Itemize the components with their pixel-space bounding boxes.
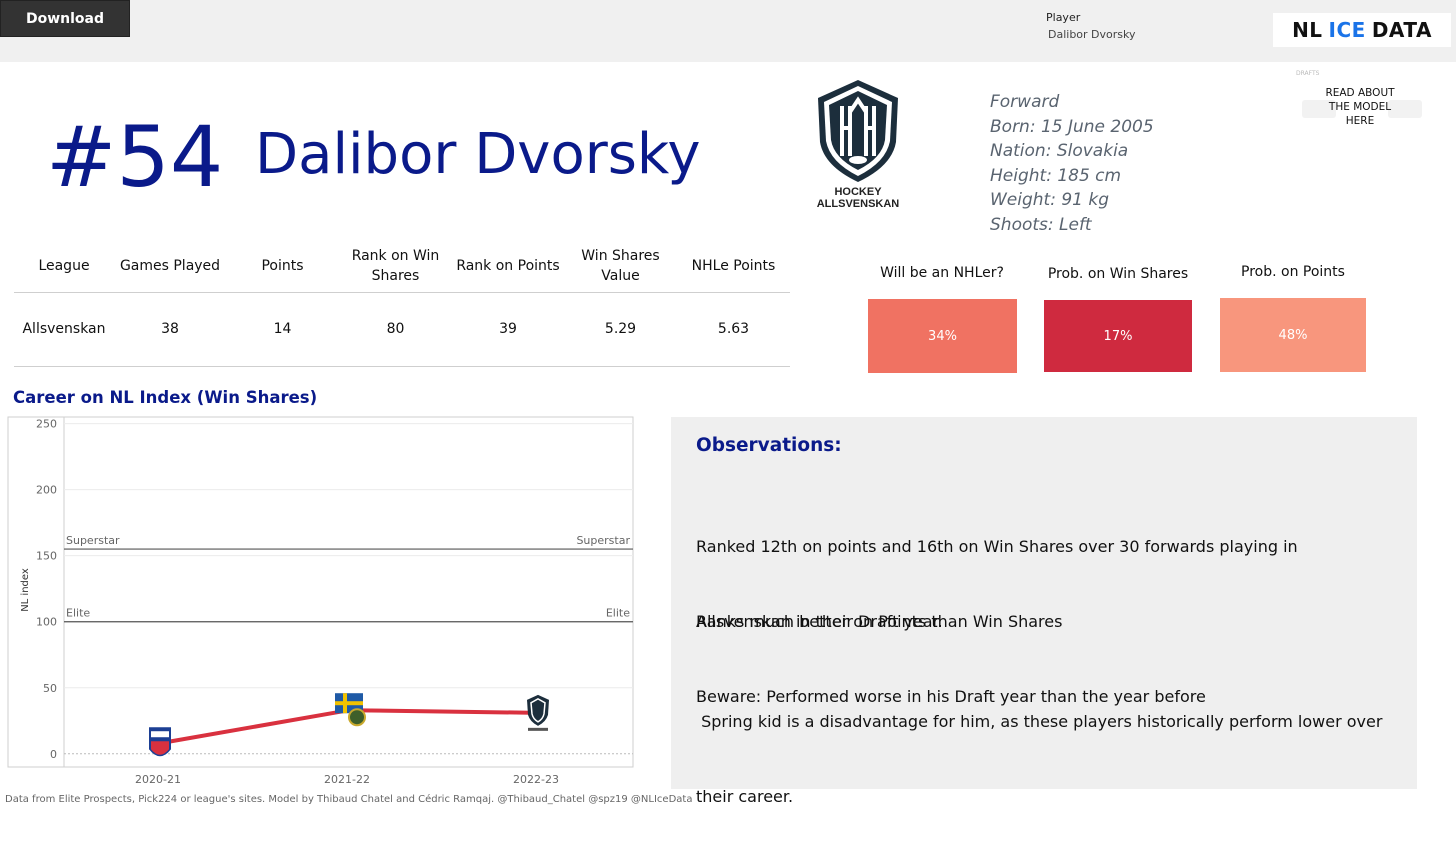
read-about-line-3: HERE: [1345, 115, 1375, 127]
chart-x-ticks: 2020-21 2021-22 2022-23: [135, 773, 559, 786]
chart-y-ticks: 0 50 100 150 200 250: [36, 418, 57, 761]
player-name: Dalibor Dvorsky: [255, 122, 701, 187]
chart-reference-lines: Superstar Superstar Elite Elite: [64, 534, 633, 623]
col-header-nhle-points: NHLe Points: [677, 240, 790, 293]
reference-line-label: Elite: [66, 607, 90, 620]
prob-box-nhler: 34%: [868, 299, 1017, 373]
reference-line-label: Superstar: [576, 534, 630, 547]
observation-1-line-1: Ranked 12th on points and 16th on Win Sh…: [696, 537, 1298, 556]
observation-1-line-3: Beware: Performed worse in his Draft yea…: [696, 687, 1206, 706]
brand-part-1: NL: [1292, 18, 1323, 42]
col-header-rank-win-shares: Rank on Win Shares: [339, 240, 452, 293]
reference-line-label: Superstar: [66, 534, 120, 547]
download-button[interactable]: Download: [0, 0, 130, 37]
prob-box-points: 48%: [1220, 298, 1366, 372]
info-weight: Weight: 91 kg: [990, 190, 1110, 211]
y-tick-label: 200: [36, 484, 57, 497]
league-logo-line-1: HOCKEY: [834, 186, 882, 198]
stats-header-row: League Games Played Points Rank on Win S…: [14, 240, 790, 293]
x-tick-label: 2020-21: [135, 773, 181, 786]
league-logo-text: HOCKEY ALLSVENSKAN: [812, 186, 904, 210]
read-about-label[interactable]: READ ABOUT THE MODEL HERE: [1320, 86, 1400, 128]
observation-paragraph-1: Ranked 12th on points and 16th on Win Sh…: [696, 484, 1401, 759]
prob-box-win-shares: 17%: [1044, 300, 1192, 372]
observation-paragraph-2: Ranks much better on Points than Win Sha…: [696, 612, 1063, 631]
prob-title-points: Prob. on Points: [1241, 264, 1345, 280]
ghost-label: DRAFTS: [1296, 70, 1320, 77]
read-about-line-2: THE MODEL: [1328, 101, 1392, 113]
info-shoots: Shoots: Left: [990, 214, 1092, 235]
prob-title-win-shares: Prob. on Win Shares: [1047, 266, 1189, 282]
cell-rank-win-shares: 80: [339, 292, 452, 367]
cell-league: Allsvenskan: [14, 292, 114, 367]
player-filter-value[interactable]: Dalibor Dvorsky: [1048, 28, 1136, 41]
cell-points: 14: [226, 292, 339, 367]
col-header-win-shares-value: Win Shares Value: [564, 240, 677, 293]
read-about-line-1: READ ABOUT: [1325, 87, 1395, 99]
marker-part: [528, 727, 548, 731]
info-born: Born: 15 June 2005: [990, 116, 1154, 137]
brand-part-3: DATA: [1371, 18, 1432, 42]
marker-part: [348, 708, 366, 727]
observation-3-line-2: their career.: [696, 787, 794, 806]
observations-title: Observations:: [696, 435, 842, 456]
cell-win-shares-value: 5.29: [564, 292, 677, 367]
marker-part: [343, 693, 347, 714]
y-tick-label: 100: [36, 616, 57, 629]
y-tick-label: 0: [50, 748, 57, 761]
ghost-box-right: [1388, 100, 1422, 118]
col-header-rank-points: Rank on Points: [452, 240, 564, 293]
top-bar: Download Player Dalibor Dvorsky NL ICE D…: [0, 0, 1456, 62]
prob-title-nhler: Will be an NHLer?: [880, 265, 1004, 281]
stats-table: League Games Played Points Rank on Win S…: [14, 240, 790, 367]
chart-series: [149, 693, 549, 757]
ghost-box-left: [1302, 100, 1336, 118]
career-chart-title: Career on NL Index (Win Shares): [13, 388, 318, 407]
player-info: Forward Born: 15 June 2005 Nation: Slova…: [990, 90, 1154, 238]
observation-1-line-2: Allsvenskan in their Draft year.: [696, 612, 943, 631]
brand-part-2: ICE: [1328, 18, 1366, 42]
cell-rank-points: 39: [452, 292, 564, 367]
player-filter-label: Player: [1046, 11, 1081, 24]
col-header-points: Points: [226, 240, 339, 293]
col-header-games-played: Games Played: [114, 240, 226, 293]
x-tick-label: 2022-23: [513, 773, 559, 786]
read-about-model-button[interactable]: DRAFTS READ ABOUT THE MODEL HERE: [1294, 68, 1428, 146]
league-logo-line-2: ALLSVENSKAN: [816, 198, 900, 210]
career-line-chart: 0 50 100 150 200 250 Superstar Superstar Elite E…: [7, 416, 634, 786]
y-tick-label: 250: [36, 418, 57, 431]
reference-line-label: Elite: [606, 607, 630, 620]
y-tick-label: 50: [43, 682, 57, 695]
info-height: Height: 185 cm: [990, 165, 1122, 186]
tipos-extraliga-logo: [149, 727, 171, 757]
jersey-number: #54: [46, 108, 224, 206]
footer-credits: Data from Elite Prospects, Pick224 or le…: [5, 794, 693, 805]
marker-part: [151, 731, 169, 738]
cell-nhle-points: 5.63: [677, 292, 790, 367]
hockey-allsvenskan-logo: [527, 694, 549, 731]
observation-3-line-1: Spring kid is a disadvantage for him, as…: [696, 712, 1383, 731]
observation-paragraph-3: Spring kid is a disadvantage for him, as…: [696, 659, 1401, 859]
col-header-league: League: [14, 240, 114, 293]
chart-y-axis-label: NL index: [20, 568, 31, 612]
shield-icon: [818, 80, 898, 182]
marker-part: [530, 697, 546, 723]
observations-panel: Observations: Ranked 12th on points and …: [671, 417, 1417, 806]
cell-games-played: 38: [114, 292, 226, 367]
marker-part: [151, 741, 169, 755]
table-row: Allsvenskan 38 14 80 39 5.29 5.63: [14, 292, 790, 367]
brand-logo: NL ICE DATA: [1273, 13, 1451, 47]
info-position: Forward: [990, 92, 1060, 112]
y-tick-label: 150: [36, 550, 57, 563]
x-tick-label: 2021-22: [324, 773, 370, 786]
sweden-flag-logo: [335, 693, 366, 727]
marker-part: [335, 701, 363, 706]
info-nation: Nation: Slovakia: [990, 141, 1129, 162]
hockey-allsvenskan-logo: HOCKEY ALLSVENSKAN: [812, 78, 908, 218]
